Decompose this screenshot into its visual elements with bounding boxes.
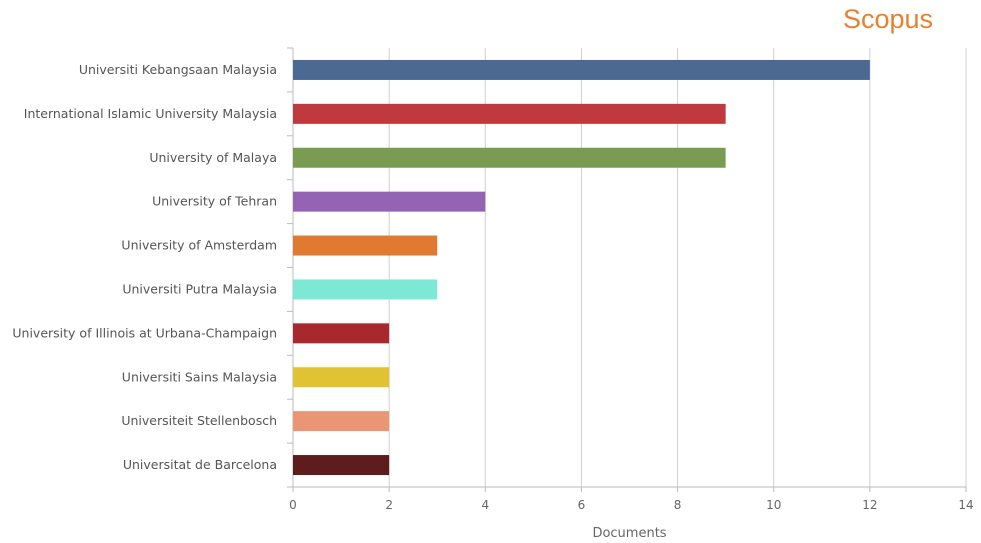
x-axis-title: Documents <box>592 526 666 541</box>
x-tick-label: 14 <box>958 498 973 512</box>
x-tick-label: 6 <box>578 498 586 512</box>
category-label: University of Amsterdam <box>121 238 277 253</box>
x-tick-label: 12 <box>862 498 877 512</box>
category-label: Universiti Putra Malaysia <box>122 281 277 296</box>
category-label: Universiti Sains Malaysia <box>122 369 277 384</box>
category-label: University of Illinois at Urbana-Champai… <box>12 325 277 340</box>
bar <box>293 367 390 388</box>
category-label: Universitat de Barcelona <box>123 457 277 472</box>
bars <box>293 59 870 476</box>
bar <box>293 103 726 124</box>
x-axis <box>292 486 967 492</box>
x-tick-label: 2 <box>385 498 393 512</box>
y-axis <box>287 47 294 488</box>
x-tick-label: 0 <box>289 498 297 512</box>
category-label: Universiti Kebangsaan Malaysia <box>79 62 277 77</box>
x-tick-label: 8 <box>674 498 682 512</box>
bar <box>293 455 390 476</box>
bar <box>293 191 486 212</box>
x-tick-label: 4 <box>481 498 489 512</box>
x-tick-label: 10 <box>766 498 781 512</box>
category-labels: Universiti Kebangsaan Malaysia Internatio… <box>12 62 277 472</box>
category-label: International Islamic University Malaysi… <box>24 106 277 121</box>
x-tick-labels: 0 2 4 6 8 10 12 14 <box>289 498 973 512</box>
category-label: University of Tehran <box>152 194 277 209</box>
bar <box>293 279 438 300</box>
bar <box>293 323 390 344</box>
bar <box>293 59 870 80</box>
bar <box>293 411 390 432</box>
category-label: University of Malaya <box>149 150 277 165</box>
scopus-logo: Scopus <box>843 4 934 34</box>
bar <box>293 235 438 256</box>
bar <box>293 147 726 168</box>
category-label: Universiteit Stellenbosch <box>121 413 277 428</box>
